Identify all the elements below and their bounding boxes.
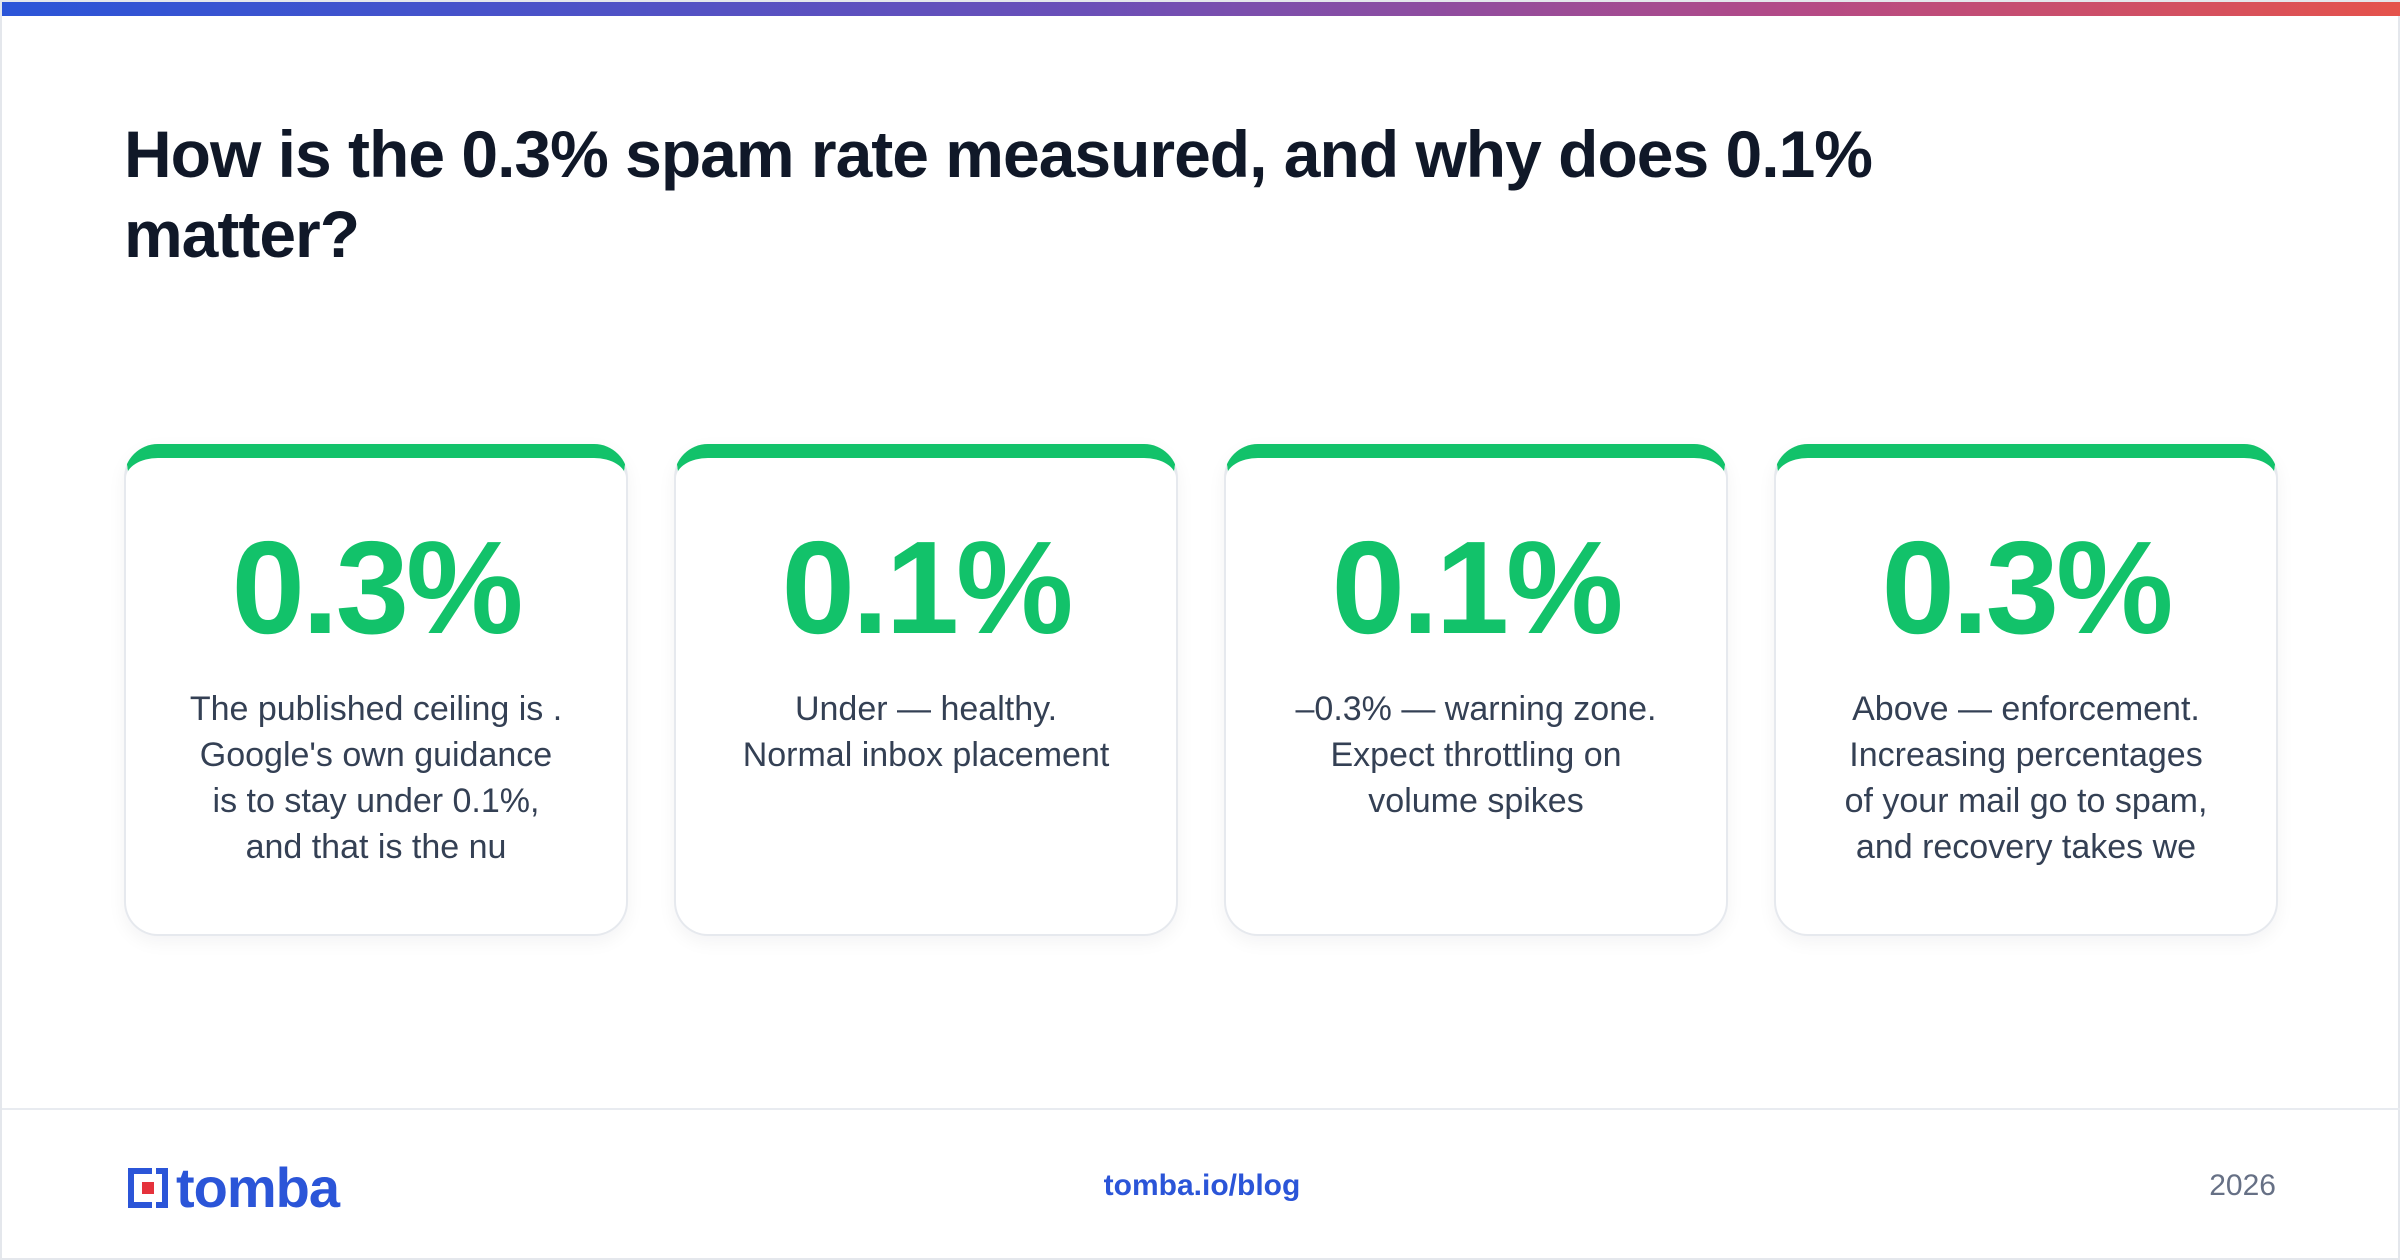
stat-card-description: The published ceiling is . Google's own …: [189, 690, 563, 866]
gradient-top-bar: [2, 2, 2400, 16]
stat-card-description: Under — healthy. Normal inbox placement: [742, 690, 1110, 774]
logo-wordmark: tomba: [176, 1156, 340, 1219]
stat-card-value: 0.3%: [1881, 514, 2174, 661]
blog-link[interactable]: tomba.io/blog: [1103, 1169, 1301, 1202]
stat-card: 0.1% Under — healthy. Normal inbox place…: [674, 444, 1178, 936]
stat-card-description: Above — enforcement. Increasing percenta…: [1844, 690, 2208, 866]
tomba-logo[interactable]: tomba: [124, 1156, 340, 1219]
stat-card: 0.3% Above — enforcement. Increasing per…: [1774, 444, 2278, 936]
stat-cards: 0.3% The published ceiling is . Google's…: [124, 444, 2280, 936]
stat-card: 0.3% The published ceiling is . Google's…: [124, 444, 628, 936]
stat-card-value: 0.3%: [231, 514, 524, 661]
page-title: How is the 0.3% spam rate measured, and …: [124, 117, 1873, 271]
footer-divider: [2, 1108, 2400, 1110]
stat-card: 0.1% –0.3% — warning zone. Expect thrott…: [1224, 444, 1728, 936]
footer-year: 2026: [2209, 1169, 2276, 1202]
stat-card-description: –0.3% — warning zone. Expect throttling …: [1295, 690, 1657, 820]
stat-card-value: 0.1%: [781, 514, 1074, 661]
tomba-logo-icon: [128, 1168, 168, 1208]
stat-card-value: 0.1%: [1331, 514, 1624, 661]
